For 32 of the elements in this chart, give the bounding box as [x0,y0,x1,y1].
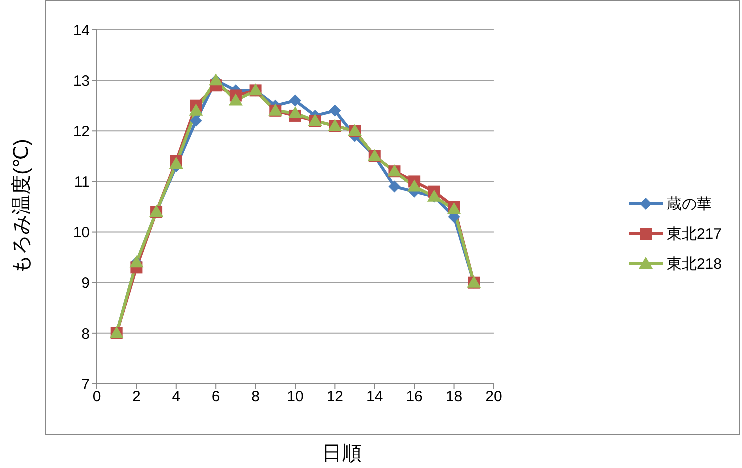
y-tick-label: 13 [73,72,90,90]
x-tick-label: 12 [326,388,344,406]
y-tick-label: 11 [74,174,90,192]
x-tick-label: 10 [287,388,304,406]
y-tick-label: 10 [73,224,90,242]
point [388,180,401,193]
point [288,106,302,118]
x-tick-label: 8 [252,388,260,406]
y-tick-label: 8 [82,326,90,343]
legend-label: 東北218 [666,254,722,274]
point [289,94,302,107]
point [408,180,422,192]
x-tick-label: 0 [92,388,102,406]
point [189,104,204,116]
x-axis-title: 日順 [321,442,363,467]
legend-label: 東北217 [666,224,722,244]
y-axis-title: もろみ温度(℃) [11,139,33,275]
x-tick-label: 2 [132,388,141,406]
y-tick-label: 7 [82,376,90,394]
x-tick-label: 14 [366,388,384,406]
point [190,115,202,128]
x-tick-label: 18 [446,388,463,406]
legend-label: 蔵の華 [666,194,712,214]
x-tick-label: 4 [172,388,181,406]
x-tick-label: 16 [406,388,423,406]
y-tick-label: 12 [73,123,90,140]
point [329,104,342,117]
x-tick-label: 6 [212,388,220,406]
point [228,94,243,106]
y-tick-label: 14 [73,22,90,40]
y-tick-label: 9 [82,275,90,292]
x-tick-label: 20 [486,388,502,406]
